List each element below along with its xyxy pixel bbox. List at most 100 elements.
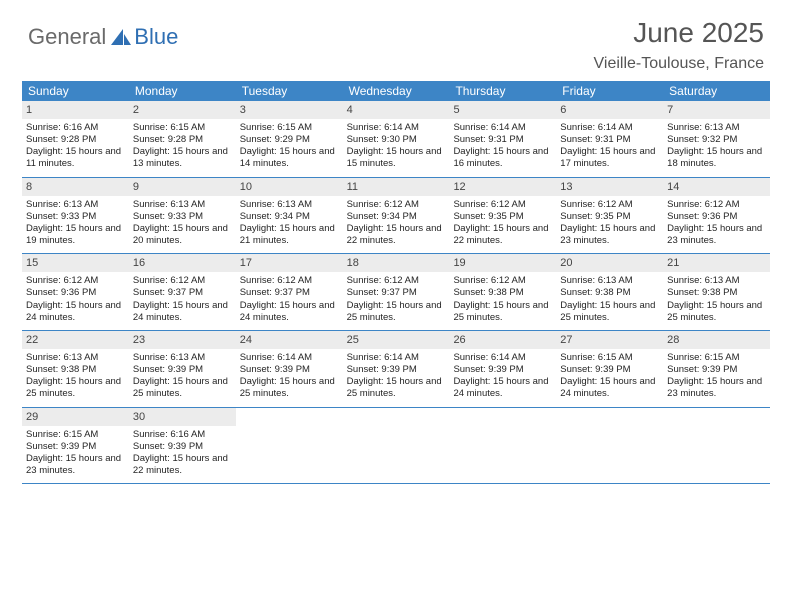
day-number: 29 [22, 408, 129, 426]
sunset-text: Sunset: 9:39 PM [560, 364, 659, 376]
day-cell: 4 Sunrise: 6:14 AMSunset: 9:30 PMDaylight… [343, 101, 450, 177]
daylight-text: Daylight: 15 hours and 24 minutes. [240, 300, 339, 324]
day-number: 15 [22, 254, 129, 272]
sunrise-text: Sunrise: 6:13 AM [560, 275, 659, 287]
daylight-text: Daylight: 15 hours and 25 minutes. [133, 376, 232, 400]
daylight-text: Daylight: 15 hours and 24 minutes. [560, 376, 659, 400]
week-row: 8Sunrise: 6:13 AMSunset: 9:33 PMDaylight… [22, 178, 770, 255]
day-number: 14 [663, 178, 770, 196]
sunset-text: Sunset: 9:39 PM [133, 441, 232, 453]
day-cell: 11Sunrise: 6:12 AMSunset: 9:34 PMDayligh… [343, 178, 450, 254]
daylight-text: Daylight: 15 hours and 25 minutes. [347, 376, 446, 400]
sunrise-text: Sunrise: 6:14 AM [347, 352, 446, 364]
daylight-text: Daylight: 15 hours and 24 minutes. [453, 376, 552, 400]
day-cell: 8Sunrise: 6:13 AMSunset: 9:33 PMDaylight… [22, 178, 129, 254]
daylight-text: Daylight: 15 hours and 25 minutes. [453, 300, 552, 324]
day-cell: 2Sunrise: 6:15 AMSunset: 9:28 PMDaylight… [129, 101, 236, 177]
daylight-text: Daylight: 15 hours and 13 minutes. [133, 146, 232, 170]
day-number: 18 [343, 254, 450, 272]
sunrise-text: Sunrise: 6:14 AM [560, 122, 659, 134]
sunset-text: Sunset: 9:31 PM [560, 134, 659, 146]
sunrise-text: Sunrise: 6:15 AM [26, 429, 125, 441]
day-cell: 28Sunrise: 6:15 AMSunset: 9:39 PMDayligh… [663, 331, 770, 407]
day-cell: 23Sunrise: 6:13 AMSunset: 9:39 PMDayligh… [129, 331, 236, 407]
daylight-text: Daylight: 15 hours and 23 minutes. [560, 223, 659, 247]
week-row: 15Sunrise: 6:12 AMSunset: 9:36 PMDayligh… [22, 254, 770, 331]
daylight-text: Daylight: 15 hours and 15 minutes. [347, 146, 446, 170]
sunset-text: Sunset: 9:37 PM [347, 287, 446, 299]
sunrise-text: Sunrise: 6:14 AM [453, 352, 552, 364]
sunset-text: Sunset: 9:34 PM [347, 211, 446, 223]
sunrise-text: Sunrise: 6:12 AM [667, 199, 766, 211]
daylight-text: Daylight: 15 hours and 20 minutes. [133, 223, 232, 247]
sunrise-text: Sunrise: 6:13 AM [240, 199, 339, 211]
daylight-text: Daylight: 15 hours and 24 minutes. [133, 300, 232, 324]
day-cell: 20Sunrise: 6:13 AMSunset: 9:38 PMDayligh… [556, 254, 663, 330]
day-cell: 19Sunrise: 6:12 AMSunset: 9:38 PMDayligh… [449, 254, 556, 330]
day-cell: 15 Sunrise: 6:12 AMSunset: 9:36 PMDayligh… [22, 254, 129, 330]
sunset-text: Sunset: 9:37 PM [133, 287, 232, 299]
weekday-header: Thursday [449, 81, 556, 101]
sunrise-text: Sunrise: 6:12 AM [133, 275, 232, 287]
day-number: 25 [343, 331, 450, 349]
day-cell: 29Sunrise: 6:15 AMSunset: 9:39 PMDayligh… [22, 408, 129, 484]
day-cell: 5Sunrise: 6:14 AMSunset: 9:31 PMDaylight… [449, 101, 556, 177]
day-cell: 26 Sunrise: 6:14 AMSunset: 9:39 PMDayligh… [449, 331, 556, 407]
day-number: 24 [236, 331, 343, 349]
day-number: 6 [556, 101, 663, 119]
day-number: 2 [129, 101, 236, 119]
sunrise-text: Sunrise: 6:12 AM [453, 199, 552, 211]
daylight-text: Daylight: 15 hours and 19 minutes. [26, 223, 125, 247]
day-number: 10 [236, 178, 343, 196]
day-number: 21 [663, 254, 770, 272]
daylight-text: Daylight: 15 hours and 24 minutes. [26, 300, 125, 324]
day-number: 26 [449, 331, 556, 349]
day-cell: 10Sunrise: 6:13 AMSunset: 9:34 PMDayligh… [236, 178, 343, 254]
sunset-text: Sunset: 9:35 PM [453, 211, 552, 223]
calendar-grid: Sunday Monday Tuesday Wednesday Thursday… [22, 81, 770, 485]
sunrise-text: Sunrise: 6:13 AM [26, 352, 125, 364]
sunrise-text: Sunrise: 6:15 AM [133, 122, 232, 134]
day-number: 4 [343, 101, 450, 119]
day-cell: 21Sunrise: 6:13 AMSunset: 9:38 PMDayligh… [663, 254, 770, 330]
daylight-text: Daylight: 15 hours and 25 minutes. [667, 300, 766, 324]
sunrise-text: Sunrise: 6:14 AM [453, 122, 552, 134]
day-number: 30 [129, 408, 236, 426]
week-row: 1Sunrise: 6:16 AMSunset: 9:28 PMDaylight… [22, 101, 770, 178]
day-cell: 16Sunrise: 6:12 AMSunset: 9:37 PMDayligh… [129, 254, 236, 330]
sunset-text: Sunset: 9:36 PM [26, 287, 125, 299]
sunrise-text: Sunrise: 6:15 AM [667, 352, 766, 364]
sunrise-text: Sunrise: 6:12 AM [26, 275, 125, 287]
daylight-text: Daylight: 15 hours and 17 minutes. [560, 146, 659, 170]
sunrise-text: Sunrise: 6:14 AM [240, 352, 339, 364]
weekday-header: Monday [129, 81, 236, 101]
day-cell: 9Sunrise: 6:13 AMSunset: 9:33 PMDaylight… [129, 178, 236, 254]
weekday-header: Tuesday [236, 81, 343, 101]
sunset-text: Sunset: 9:33 PM [133, 211, 232, 223]
day-number: 17 [236, 254, 343, 272]
sunset-text: Sunset: 9:39 PM [453, 364, 552, 376]
sunset-text: Sunset: 9:39 PM [133, 364, 232, 376]
sunrise-text: Sunrise: 6:13 AM [133, 199, 232, 211]
sunrise-text: Sunrise: 6:12 AM [560, 199, 659, 211]
day-cell: 30Sunrise: 6:16 AMSunset: 9:39 PMDayligh… [129, 408, 236, 484]
sunset-text: Sunset: 9:38 PM [667, 287, 766, 299]
weekday-header-row: Sunday Monday Tuesday Wednesday Thursday… [22, 81, 770, 101]
day-cell: 17Sunrise: 6:12 AMSunset: 9:37 PMDayligh… [236, 254, 343, 330]
sunrise-text: Sunrise: 6:16 AM [26, 122, 125, 134]
week-row: 22Sunrise: 6:13 AMSunset: 9:38 PMDayligh… [22, 331, 770, 408]
sunset-text: Sunset: 9:30 PM [347, 134, 446, 146]
sunset-text: Sunset: 9:39 PM [347, 364, 446, 376]
sunset-text: Sunset: 9:38 PM [26, 364, 125, 376]
day-number: 5 [449, 101, 556, 119]
sunset-text: Sunset: 9:32 PM [667, 134, 766, 146]
day-number: 11 [343, 178, 450, 196]
day-number: 28 [663, 331, 770, 349]
day-cell: 25 Sunrise: 6:14 AMSunset: 9:39 PMDayligh… [343, 331, 450, 407]
daylight-text: Daylight: 15 hours and 25 minutes. [26, 376, 125, 400]
day-cell: 3Sunrise: 6:15 AMSunset: 9:29 PMDaylight… [236, 101, 343, 177]
day-number: 23 [129, 331, 236, 349]
sunrise-text: Sunrise: 6:14 AM [347, 122, 446, 134]
weekday-header: Friday [556, 81, 663, 101]
day-cell: 14Sunrise: 6:12 AMSunset: 9:36 PMDayligh… [663, 178, 770, 254]
